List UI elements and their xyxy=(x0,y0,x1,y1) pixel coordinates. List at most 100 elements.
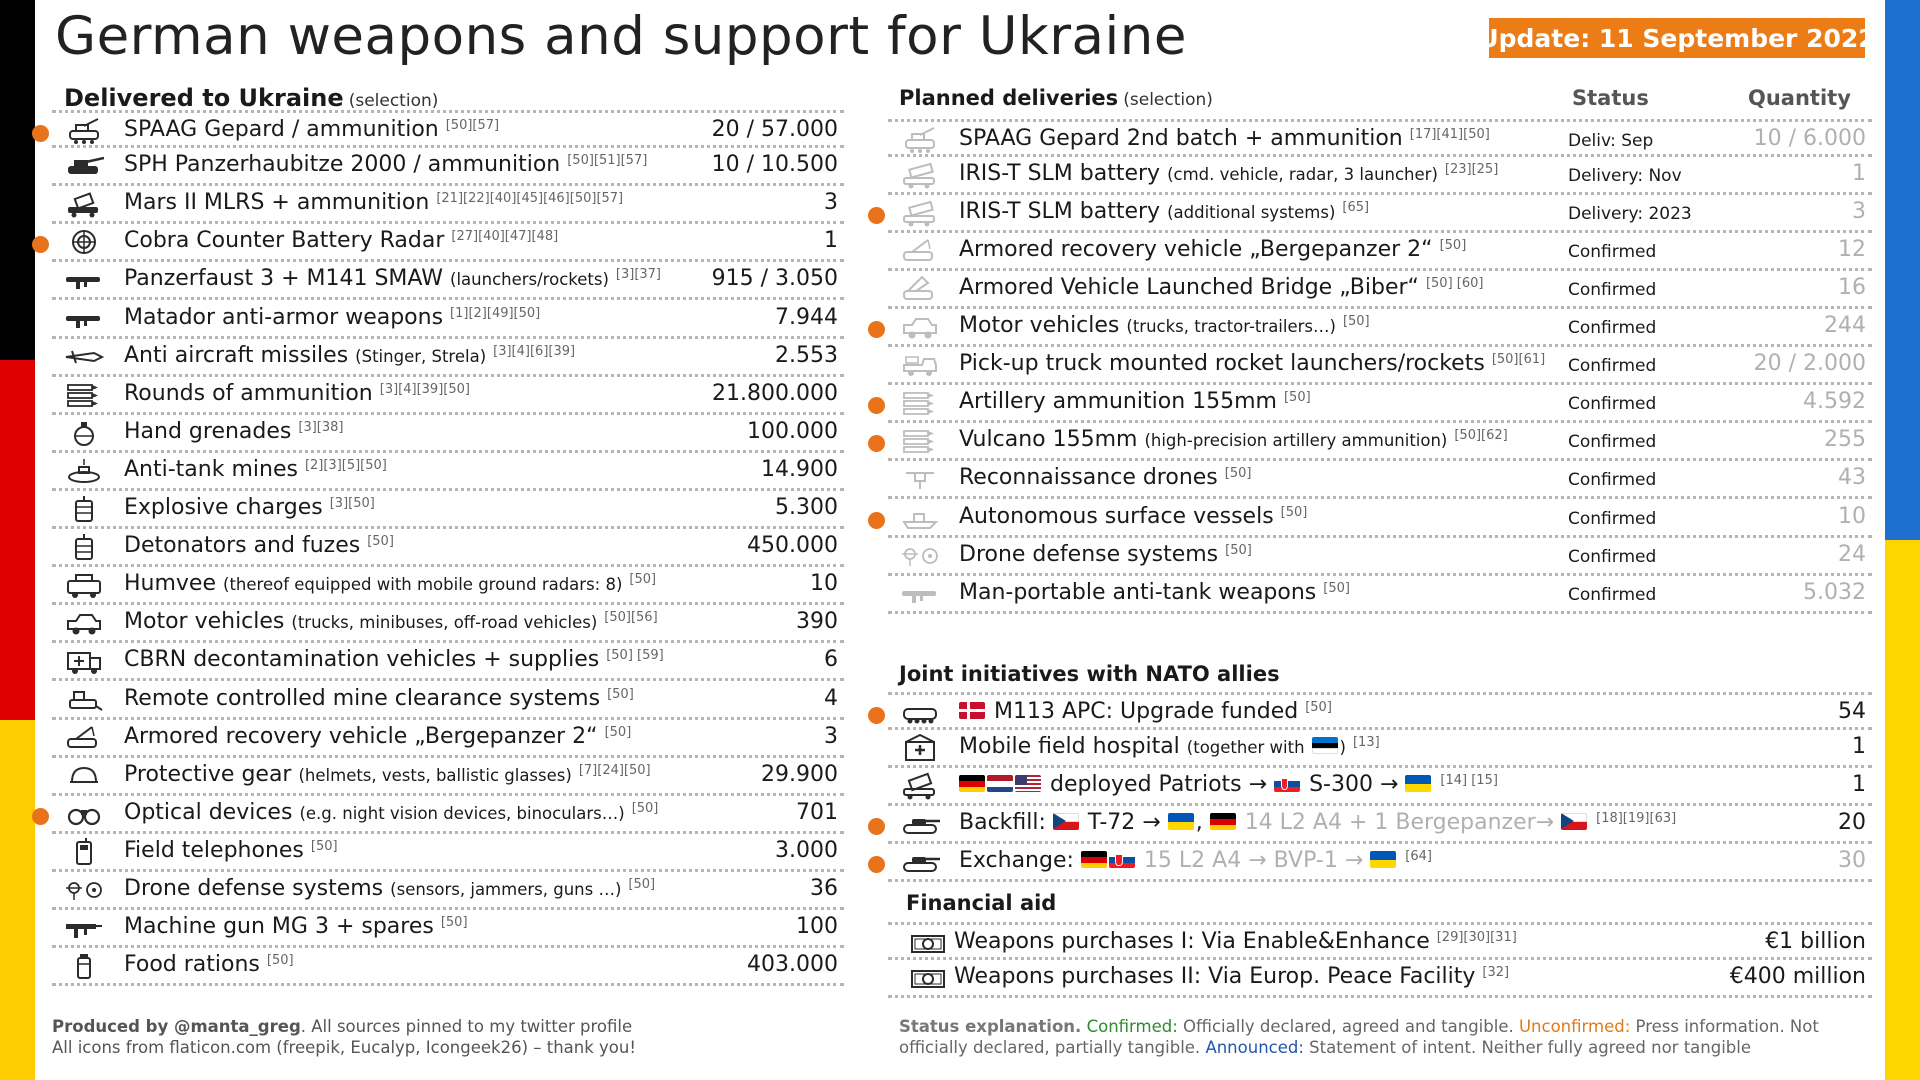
item-quantity: €1 billion xyxy=(1765,929,1866,954)
item-label: Humvee (thereof equipped with mobile gro… xyxy=(124,571,657,597)
item-quantity: 5.300 xyxy=(775,495,838,520)
status-dot xyxy=(868,511,885,529)
item-quantity: 43 xyxy=(1838,465,1866,491)
flag-ua-icon xyxy=(1167,813,1194,831)
delivered-heading: Delivered to Ukraine (selection) xyxy=(64,84,439,112)
drone-defense-icon xyxy=(64,876,104,904)
quantity-column-header: Quantity xyxy=(1748,86,1851,110)
vehicle-icon xyxy=(64,609,104,637)
delivered-row: Motor vehicles (trucks, minibuses, off-r… xyxy=(52,605,844,644)
flag-ua-icon xyxy=(1370,851,1397,869)
item-label: deployed Patriots → S-300 → [14] [15] xyxy=(959,772,1498,797)
missile-launcher-icon xyxy=(900,199,940,227)
item-quantity: 21.800.000 xyxy=(712,380,838,406)
item-status: Confirmed xyxy=(1568,546,1657,567)
helmet-icon xyxy=(64,762,104,790)
item-label: Rounds of ammunition [3][4][39][50] xyxy=(124,380,470,406)
planned-row: Motor vehicles (trucks, tractor-trailers… xyxy=(868,309,1872,348)
item-quantity: 3.000 xyxy=(775,837,838,863)
delivered-row: Machine gun MG 3 + spares [50] 100 xyxy=(52,910,844,949)
item-quantity: 255 xyxy=(1824,427,1866,453)
rocket-launcher-icon xyxy=(900,580,940,608)
joint-row: Backfill: T-72 → , 14 L2 A4 + 1 Bergepan… xyxy=(868,806,1872,845)
delivered-row: Protective gear (helmets, vests, ballist… xyxy=(52,758,844,796)
drone-icon xyxy=(900,465,940,493)
item-quantity: 1 xyxy=(1852,161,1866,187)
decon-truck-icon xyxy=(64,647,104,675)
status-dot xyxy=(32,125,49,142)
item-label: Weapons purchases I: Via Enable&Enhance … xyxy=(954,929,1517,954)
item-quantity: 36 xyxy=(810,876,838,901)
item-quantity: 24 xyxy=(1838,541,1866,567)
flag-cz-icon xyxy=(1561,813,1588,831)
item-quantity: 10 / 6.000 xyxy=(1753,126,1866,151)
item-label: SPH Panzerhaubitze 2000 / ammunition [50… xyxy=(124,152,648,178)
status-dot xyxy=(868,397,885,415)
item-status: Confirmed xyxy=(1568,584,1657,605)
item-quantity: 20 xyxy=(1838,810,1866,836)
humvee-icon xyxy=(64,571,104,599)
financial-row: Weapons purchases I: Via Enable&Enhance … xyxy=(888,922,1872,961)
update-badge: Update: 11 September 2022 xyxy=(1478,18,1876,58)
item-label: Artillery ammunition 155mm [50] xyxy=(959,389,1311,415)
item-quantity: 3 xyxy=(824,190,838,216)
item-label: Motor vehicles (trucks, tractor-trailers… xyxy=(959,313,1370,339)
grenade-icon xyxy=(64,419,104,447)
planned-row: Pick-up truck mounted rocket launchers/r… xyxy=(888,347,1872,386)
item-label: IRIS-T SLM battery (cmd. vehicle, radar,… xyxy=(959,161,1499,187)
joint-row: Mobile field hospital (together with ) [… xyxy=(888,730,1872,769)
item-status: Confirmed xyxy=(1568,432,1657,453)
german-flag-stripe-red xyxy=(0,360,35,720)
tank-icon xyxy=(900,848,940,876)
delivered-row: Food rations [50] 403.000 xyxy=(52,948,844,987)
status-dot xyxy=(32,807,49,825)
item-label: Optical devices (e.g. night vision devic… xyxy=(124,799,659,825)
item-label: Armored recovery vehicle „Bergepanzer 2“… xyxy=(959,237,1467,263)
item-quantity: 12 xyxy=(1838,237,1866,263)
hospital-icon xyxy=(900,733,940,762)
ammunition-icon xyxy=(64,381,104,409)
footer-credits: Produced by @manta_greg. All sources pin… xyxy=(52,1017,636,1057)
item-status: Confirmed xyxy=(1568,280,1657,301)
planned-row: Drone defense systems [50] Confirmed 24 xyxy=(888,538,1872,576)
flag-cz-icon xyxy=(1052,813,1079,831)
item-quantity: 403.000 xyxy=(747,952,838,978)
item-label: Autonomous surface vessels [50] xyxy=(959,503,1308,529)
delivered-row: CBRN decontamination vehicles + supplies… xyxy=(52,643,844,682)
joint-row: deployed Patriots → S-300 → [14] [15] 1 xyxy=(888,768,1872,807)
delivered-row: Mars II MLRS + ammunition [21][22][40][4… xyxy=(52,186,844,225)
item-status: Delivery: 2023 xyxy=(1568,204,1692,225)
status-column-header: Status xyxy=(1572,86,1649,110)
item-label: Machine gun MG 3 + spares [50] xyxy=(124,914,468,940)
item-quantity: 100 xyxy=(796,914,838,940)
ukraine-flag-stripe-yellow xyxy=(1885,540,1920,1080)
spaag-icon xyxy=(64,117,104,145)
money-icon xyxy=(908,964,948,992)
item-status: Confirmed xyxy=(1568,394,1657,415)
item-label: SPAAG Gepard / ammunition [50][57] xyxy=(124,117,500,142)
status-dot xyxy=(868,321,885,339)
item-label: Reconnaissance drones [50] xyxy=(959,465,1252,491)
mine-clearance-icon xyxy=(64,686,104,714)
item-label: Cobra Counter Battery Radar [27][40][47]… xyxy=(124,228,559,254)
flag-us-icon xyxy=(1015,775,1041,793)
ammunition-icon xyxy=(900,427,940,455)
item-status: Delivery: Nov xyxy=(1568,166,1682,187)
rocket-launcher-icon xyxy=(64,305,104,333)
planned-row: Artillery ammunition 155mm [50] Confirmed… xyxy=(868,385,1872,424)
item-label: Protective gear (helmets, vests, ballist… xyxy=(124,761,651,787)
item-label: Armored Vehicle Launched Bridge „Biber“ … xyxy=(959,275,1484,301)
delivered-row: Drone defense systems (sensors, jammers,… xyxy=(52,872,844,911)
item-label: Field telephones [50] xyxy=(124,837,338,863)
status-dot xyxy=(868,818,885,836)
item-label: Mobile field hospital (together with ) [… xyxy=(959,734,1380,760)
detonator-icon xyxy=(64,533,104,561)
food-ration-icon xyxy=(64,952,104,980)
binoculars-icon xyxy=(64,800,104,828)
item-label: Mars II MLRS + ammunition [21][22][40][4… xyxy=(124,190,624,216)
item-status: Deliv: Sep xyxy=(1568,131,1654,151)
status-dot xyxy=(868,435,885,453)
producer-credit: Produced by @manta_greg xyxy=(52,1017,301,1036)
item-label: Armored recovery vehicle „Bergepanzer 2“… xyxy=(124,723,632,749)
bridge-layer-icon xyxy=(900,275,940,303)
